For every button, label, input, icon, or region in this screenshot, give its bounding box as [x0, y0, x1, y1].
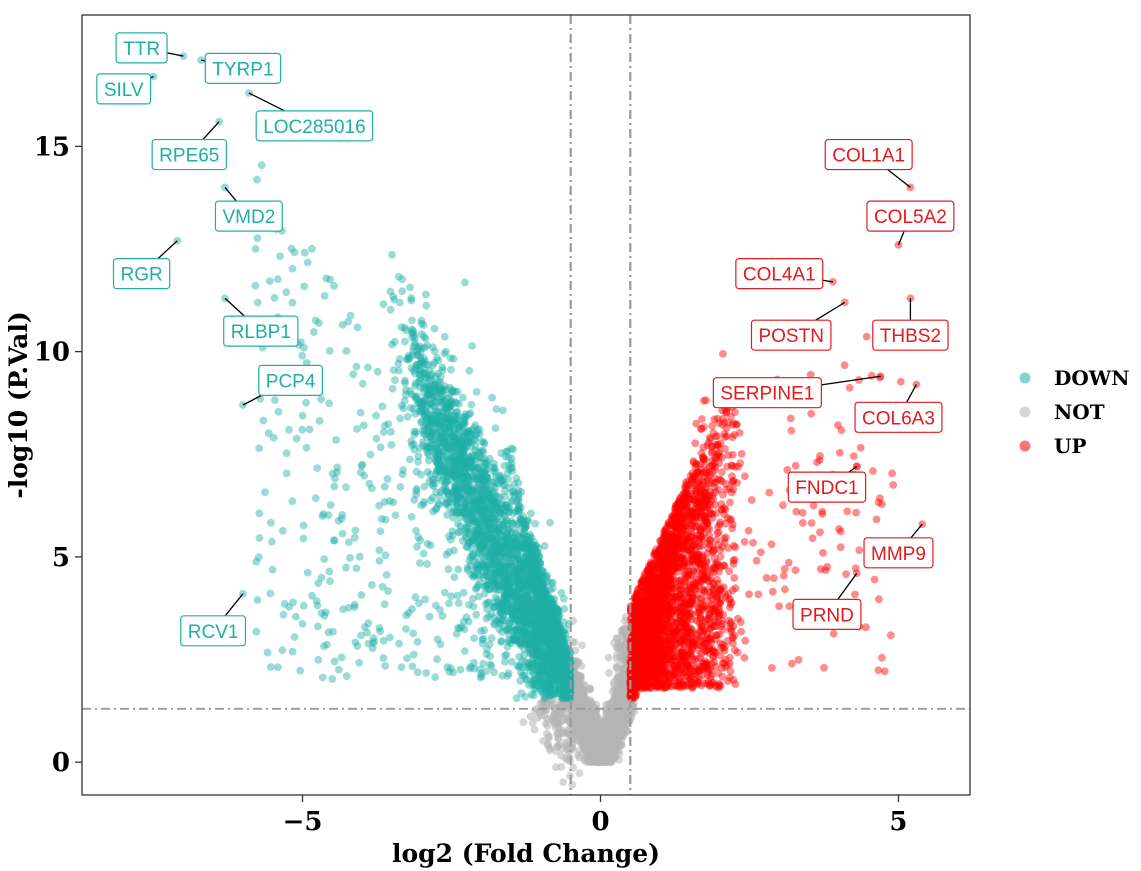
data-point-not	[544, 741, 552, 750]
data-point-not	[530, 725, 539, 734]
data-point-down	[492, 405, 501, 413]
data-point-not	[613, 644, 622, 653]
data-point-not	[590, 757, 598, 765]
data-point-not	[578, 699, 587, 708]
data-point-down	[468, 342, 476, 350]
data-point-not	[586, 706, 594, 714]
data-point-not	[568, 734, 577, 743]
data-point-not	[574, 751, 582, 760]
data-point-not	[617, 741, 625, 749]
data-point-not	[561, 754, 570, 762]
data-point-not	[568, 714, 576, 723]
data-point-down	[488, 393, 496, 402]
data-point-not	[618, 695, 627, 704]
data-point-not	[592, 700, 601, 709]
data-point-not	[604, 653, 613, 662]
data-point-down	[491, 424, 500, 432]
data-point-not	[619, 725, 627, 733]
data-point-not	[552, 747, 560, 756]
data-point-not	[612, 654, 621, 663]
data-point-not	[598, 744, 607, 753]
data-point-not	[605, 669, 613, 677]
data-point-not	[582, 726, 591, 735]
plot-background	[82, 15, 970, 795]
data-point-not	[576, 710, 585, 719]
data-point-down	[500, 462, 509, 470]
data-point-not	[583, 718, 591, 726]
data-point-not	[519, 718, 528, 727]
data-point-not	[615, 668, 623, 676]
data-point-not	[541, 706, 549, 714]
data-point-not	[575, 769, 584, 778]
data-point-not	[553, 729, 562, 738]
data-point-down	[461, 278, 469, 287]
data-point-down	[499, 406, 507, 415]
data-point-not	[585, 684, 594, 693]
data-point-not	[615, 661, 624, 670]
data-point-not	[606, 722, 615, 731]
data-point-down	[508, 467, 517, 475]
data-point-not	[608, 697, 617, 706]
data-point-not	[583, 745, 592, 754]
data-point-not	[594, 734, 602, 743]
data-point-not	[581, 736, 590, 745]
data-point-not	[603, 735, 612, 744]
data-point-down	[472, 388, 481, 396]
data-point-not	[617, 631, 626, 640]
data-point-not	[578, 641, 586, 650]
data-point-not	[613, 684, 622, 692]
data-point-not	[578, 680, 587, 689]
data-point-not	[552, 763, 560, 772]
data-point-not	[548, 715, 556, 724]
data-point-down	[467, 400, 476, 409]
data-point-not	[545, 734, 553, 742]
data-point-down	[531, 519, 539, 528]
data-point-not	[543, 722, 552, 730]
data-point-not	[559, 778, 568, 786]
data-point-down	[391, 376, 399, 384]
data-point-not	[557, 717, 566, 726]
